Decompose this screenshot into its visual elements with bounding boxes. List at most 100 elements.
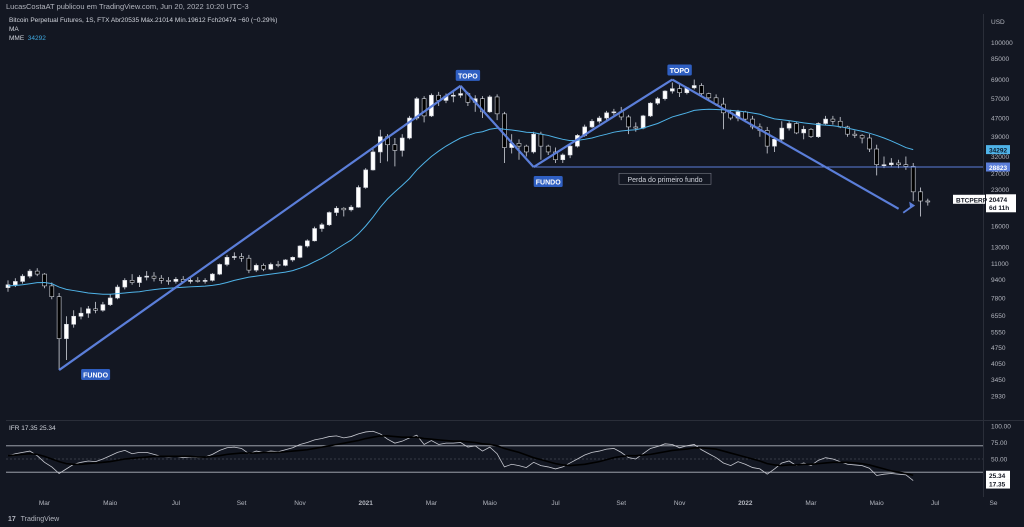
candle-body-up (217, 264, 222, 275)
candle (304, 239, 310, 248)
candle-body-up (188, 280, 193, 282)
mme-legend[interactable]: MME 34292 (9, 34, 277, 43)
candle (407, 115, 412, 140)
mme-line (7, 108, 914, 295)
candle (794, 122, 799, 135)
candles-layer (5, 79, 931, 371)
candle-body-up (20, 275, 25, 282)
mme-legend-value: 34292 (27, 35, 46, 42)
candle (779, 121, 785, 142)
candle-body-up (115, 286, 120, 299)
candle (246, 254, 252, 274)
candle-body-down (896, 162, 901, 165)
candle-body-up (370, 151, 376, 171)
candle-body-down (633, 126, 639, 129)
candle-body-up (64, 323, 69, 339)
trendline-up-1 (58, 84, 462, 371)
symbol-line[interactable]: Bitcoin Perpetual Futures, 1S, FTX Abr20… (9, 17, 278, 24)
time-axis[interactable]: Mar Maio Jul Set Nov 2021 Mar Maio Jul Set Nov 2022… (39, 500, 998, 507)
candle-body-up (691, 85, 697, 89)
candle-body-down (261, 265, 266, 270)
candle (487, 95, 493, 113)
candle-body-down (677, 88, 682, 94)
candle (173, 277, 179, 284)
candle (888, 158, 894, 167)
candle (801, 125, 807, 140)
candle-body-up (268, 264, 274, 270)
ifr-ma-value-label: 25.34 (986, 470, 1010, 480)
candle-body-down (918, 191, 923, 202)
candle (669, 82, 675, 94)
candle-body-down (392, 144, 398, 151)
candle-body-down (49, 285, 55, 298)
candle-body-up (283, 259, 288, 266)
price-tick-label: 32000 (991, 154, 1009, 161)
price-label-text: 34292 (989, 148, 1007, 155)
candle (830, 115, 836, 125)
candle-body-up (662, 90, 668, 99)
candle (283, 259, 288, 267)
trendline-down-2 (671, 78, 900, 210)
candle (297, 245, 303, 259)
price-tick-label: 7800 (991, 295, 1006, 302)
candle-body-up (326, 212, 332, 226)
candle-body-down (830, 118, 836, 122)
price-axis[interactable]: 100000 85000 69000 57000 47000 39000 32000 2700… (991, 40, 1013, 401)
candle (261, 263, 266, 272)
time-tick-label: Se (990, 500, 998, 507)
candle (239, 253, 244, 262)
candle (334, 206, 339, 216)
time-tick-label: Nov (294, 500, 306, 507)
candle-body-up (888, 162, 894, 165)
ifr-legend[interactable]: IFR 17.35 25.34 (9, 424, 56, 433)
brand-name: TradingView (20, 516, 60, 523)
candle-body-up (13, 281, 18, 286)
candle-body-up (224, 257, 230, 265)
candle-body-down (151, 275, 157, 279)
candle (232, 252, 237, 260)
candle (823, 115, 828, 125)
candle (34, 268, 40, 277)
candle (531, 131, 536, 154)
candle (436, 91, 442, 106)
candle-body-down (925, 200, 931, 203)
candle (56, 292, 62, 371)
ifr-tick-label: 100.00 (991, 424, 1011, 431)
annotation-topo-1: TOPO (455, 69, 481, 81)
ma-legend[interactable]: MA (9, 26, 19, 33)
candle-body-down (845, 126, 850, 135)
candle-body-up (363, 169, 369, 188)
mme-legend-label: MME (9, 35, 25, 42)
candle-body-down (166, 280, 171, 282)
candle-body-down (42, 273, 47, 287)
candle-body-up (640, 115, 646, 129)
time-tick-label: Set (616, 500, 626, 507)
candle-body-up (348, 206, 354, 211)
candle (626, 114, 631, 135)
candle-body-down (494, 96, 500, 115)
annotation-text: TOPO (670, 68, 690, 75)
candle (764, 126, 770, 154)
candle-body-up (399, 137, 405, 151)
candle (137, 275, 142, 288)
candle (195, 277, 201, 283)
time-tick-label: Mar (426, 500, 438, 507)
ifr-value-text: 25.34 (989, 473, 1006, 480)
candle (377, 129, 383, 164)
candle (129, 274, 135, 285)
price-chart[interactable]: USD 100000 85000 69000 57000 47000 39000 32000… (0, 0, 1024, 512)
candle (655, 96, 661, 106)
symbol-price-label: BTCPERP (953, 194, 988, 204)
candle-body-up (86, 308, 91, 314)
time-tick-label: 2022 (738, 500, 753, 507)
ifr-value-label: 17.35 (986, 479, 1010, 489)
candle (188, 278, 193, 284)
candle-body-down (246, 257, 252, 271)
candle-body-down (742, 111, 748, 120)
candle (93, 301, 98, 314)
candle (392, 138, 398, 167)
candle (640, 114, 646, 130)
candle (312, 226, 317, 242)
